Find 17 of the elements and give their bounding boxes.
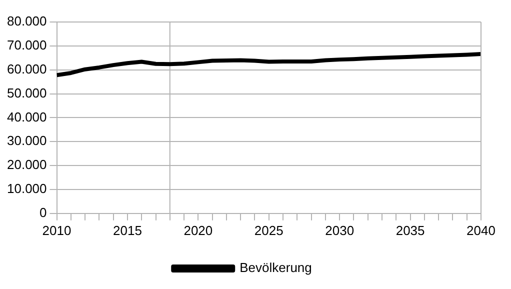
x-tick-label: 2025	[254, 222, 284, 238]
y-tick-label: 80.000	[6, 14, 47, 29]
y-tick-label: 30.000	[6, 133, 47, 148]
legend-label: Bevölkerung	[240, 260, 312, 276]
y-tick-label: 40.000	[6, 109, 47, 124]
x-tick-label: 2010	[42, 222, 72, 238]
x-tick-label: 2030	[325, 222, 354, 238]
x-tick-label: 2040	[466, 222, 496, 238]
x-tick-label: 2035	[396, 222, 425, 238]
y-tick-label: 0	[40, 204, 47, 220]
x-tick-label: 2020	[184, 222, 213, 238]
y-tick-label: 10.000	[6, 181, 47, 196]
y-tick-label: 70.000	[6, 38, 47, 53]
y-tick-label: 50.000	[6, 85, 47, 100]
y-tick-label: 60.000	[6, 61, 47, 76]
x-tick-label: 2015	[113, 222, 142, 238]
y-tick-label: 20.000	[6, 157, 47, 172]
